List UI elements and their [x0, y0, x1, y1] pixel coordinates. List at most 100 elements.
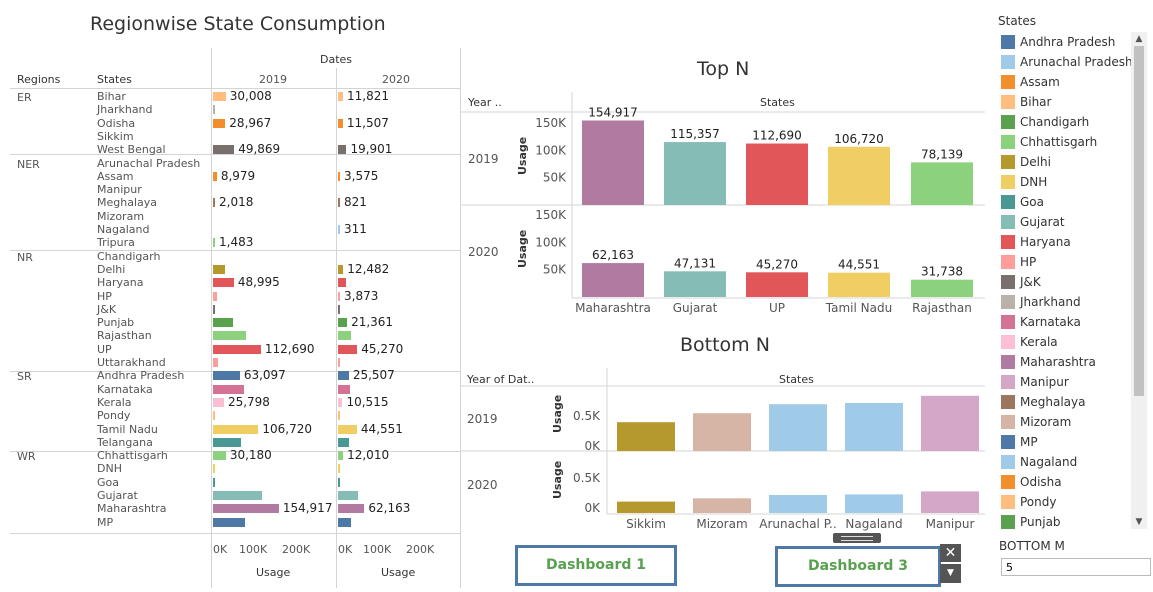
- state-bar[interactable]: [213, 291, 217, 301]
- legend-item[interactable]: Chhattisgarh: [1001, 134, 1097, 150]
- legend-item[interactable]: Manipur: [1001, 374, 1069, 390]
- state-bar[interactable]: [213, 517, 245, 527]
- data-bar[interactable]: [769, 404, 827, 451]
- state-bar[interactable]: [213, 278, 234, 288]
- state-bar[interactable]: [213, 384, 244, 394]
- dashboard-1-button[interactable]: Dashboard 1: [515, 545, 677, 586]
- state-bar[interactable]: [338, 477, 340, 487]
- state-bar[interactable]: [213, 397, 224, 407]
- state-bar[interactable]: [338, 397, 343, 407]
- data-bar[interactable]: [693, 413, 751, 451]
- legend-item[interactable]: Haryana: [1001, 234, 1071, 250]
- state-bar[interactable]: [213, 105, 215, 115]
- state-bar[interactable]: [338, 171, 340, 181]
- legend-item[interactable]: Assam: [1001, 74, 1060, 90]
- state-bar[interactable]: [338, 504, 365, 514]
- legend-item[interactable]: Mizoram: [1001, 414, 1071, 430]
- state-bar[interactable]: [213, 451, 226, 461]
- legend-item[interactable]: Goa: [1001, 194, 1044, 210]
- state-bar[interactable]: [338, 517, 351, 527]
- scroll-down-icon[interactable]: ▼: [1135, 517, 1143, 527]
- data-bar[interactable]: [617, 501, 675, 513]
- state-bar[interactable]: [338, 358, 341, 367]
- data-bar[interactable]: [845, 403, 903, 451]
- state-bar[interactable]: [338, 304, 340, 314]
- scrollbar-thumb[interactable]: [1134, 46, 1144, 396]
- state-bar[interactable]: [338, 118, 343, 128]
- state-bar[interactable]: [338, 264, 344, 274]
- legend-item[interactable]: Delhi: [1001, 154, 1051, 170]
- data-bar[interactable]: [911, 162, 973, 205]
- state-bar[interactable]: [213, 318, 234, 328]
- state-bar[interactable]: [338, 424, 357, 434]
- data-bar[interactable]: [921, 395, 979, 451]
- data-bar[interactable]: [828, 272, 890, 297]
- state-bar[interactable]: [213, 118, 226, 128]
- state-bar[interactable]: [338, 145, 347, 155]
- legend-item[interactable]: DNH: [1001, 174, 1047, 190]
- legend-item[interactable]: Pondy: [1001, 494, 1056, 510]
- legend-item[interactable]: Punjab: [1001, 514, 1061, 530]
- legend-item[interactable]: Kerala: [1001, 334, 1058, 350]
- data-bar[interactable]: [582, 120, 644, 205]
- data-bar[interactable]: [693, 498, 751, 513]
- state-bar[interactable]: [213, 358, 219, 367]
- state-bar[interactable]: [338, 491, 359, 500]
- state-bar[interactable]: [338, 437, 350, 447]
- state-bar[interactable]: [338, 464, 340, 474]
- close-icon[interactable]: ✕: [940, 544, 961, 562]
- data-bar[interactable]: [617, 422, 675, 451]
- legend-item[interactable]: Andhra Pradesh: [1001, 34, 1115, 50]
- state-bar[interactable]: [213, 264, 226, 274]
- legend-item[interactable]: Meghalaya: [1001, 394, 1085, 410]
- scroll-up-icon[interactable]: ▲: [1135, 34, 1143, 44]
- state-bar[interactable]: [213, 304, 216, 314]
- more-options-icon[interactable]: ▼: [940, 564, 961, 583]
- state-bar[interactable]: [213, 411, 215, 421]
- state-bar[interactable]: [338, 92, 344, 101]
- state-bar[interactable]: [338, 198, 340, 208]
- state-bar[interactable]: [213, 198, 215, 208]
- legend-item[interactable]: Jharkhand: [1001, 294, 1081, 310]
- data-bar[interactable]: [664, 142, 726, 205]
- state-bar[interactable]: [338, 411, 340, 421]
- state-bar[interactable]: [338, 291, 340, 301]
- state-bar[interactable]: [213, 344, 261, 354]
- state-bar[interactable]: [213, 491, 263, 500]
- data-bar[interactable]: [921, 491, 979, 513]
- legend-scrollbar[interactable]: ▲ ▼: [1131, 32, 1147, 529]
- legend-item[interactable]: Arunachal Pradesh: [1001, 54, 1133, 70]
- legend-item[interactable]: Karnataka: [1001, 314, 1081, 330]
- legend-item[interactable]: Nagaland: [1001, 454, 1077, 470]
- legend-item[interactable]: Maharashtra: [1001, 354, 1096, 370]
- dashboard-3-button[interactable]: Dashboard 3: [775, 546, 941, 587]
- state-bar[interactable]: [338, 384, 350, 394]
- data-bar[interactable]: [746, 143, 808, 205]
- state-bar[interactable]: [338, 278, 347, 288]
- state-bar[interactable]: [213, 424, 259, 434]
- state-bar[interactable]: [213, 238, 215, 248]
- state-bar[interactable]: [338, 344, 358, 354]
- legend-item[interactable]: Odisha: [1001, 474, 1062, 490]
- button-handle[interactable]: [833, 533, 881, 543]
- state-bar[interactable]: [213, 504, 279, 514]
- legend-item[interactable]: Bihar: [1001, 94, 1051, 110]
- data-bar[interactable]: [845, 494, 903, 513]
- data-bar[interactable]: [746, 272, 808, 297]
- state-bar[interactable]: [213, 145, 235, 155]
- legend-item[interactable]: MP: [1001, 434, 1038, 450]
- state-bar[interactable]: [213, 171, 217, 181]
- state-bar[interactable]: [213, 477, 215, 487]
- data-bar[interactable]: [664, 271, 726, 297]
- legend-item[interactable]: Chandigarh: [1001, 114, 1089, 130]
- data-bar[interactable]: [911, 279, 973, 297]
- state-bar[interactable]: [213, 331, 247, 341]
- state-bar[interactable]: [213, 464, 215, 474]
- state-bar[interactable]: [338, 371, 349, 381]
- data-bar[interactable]: [828, 146, 890, 205]
- state-bar[interactable]: [338, 451, 344, 461]
- state-bar[interactable]: [213, 437, 242, 447]
- legend-item[interactable]: HP: [1001, 254, 1036, 270]
- legend-item[interactable]: Gujarat: [1001, 214, 1065, 230]
- state-bar[interactable]: [338, 318, 348, 328]
